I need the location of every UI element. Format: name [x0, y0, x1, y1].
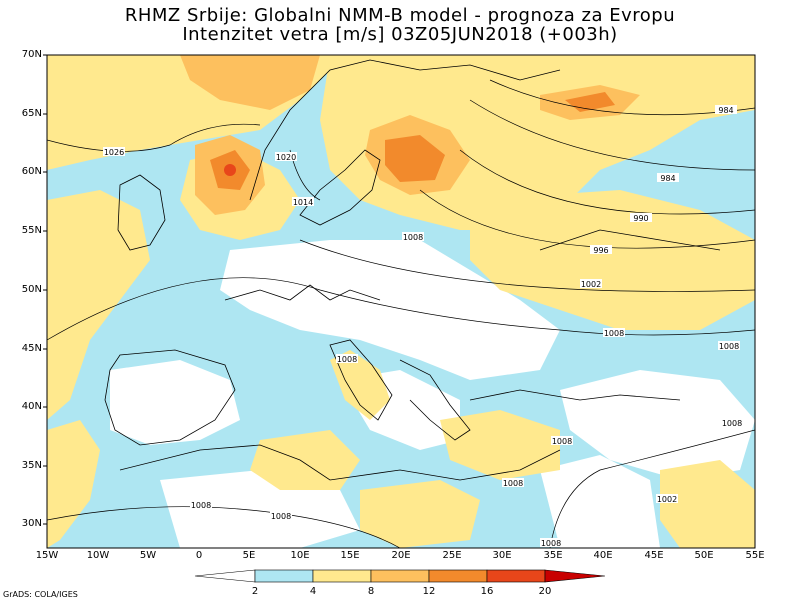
lat-label: 40N: [21, 401, 42, 412]
isobar-label: 1020: [276, 153, 296, 162]
wind-max-norway: [224, 164, 236, 176]
colorbar-segment: [486, 569, 546, 583]
isobar-label: 1008: [403, 233, 423, 242]
isobar-label: 1008: [503, 479, 523, 488]
lat-label: 65N: [21, 108, 42, 119]
wind-area-arabia: [660, 460, 755, 548]
lon-label: 25E: [442, 550, 462, 561]
lon-label: 20E: [391, 550, 411, 561]
lon-label: 10E: [290, 550, 310, 561]
isobar-label: 1014: [293, 198, 313, 207]
isobar-label: 1002: [581, 280, 601, 289]
colorbar-segment: [428, 569, 488, 583]
wind-area-atlantic-north: [180, 55, 320, 110]
coastlines: [104, 59, 721, 481]
lon-label: 5E: [242, 550, 256, 561]
wind-area-aegean: [440, 410, 560, 480]
isobar-label: 1008: [719, 342, 739, 351]
lat-label: 50N: [21, 284, 42, 295]
calm-area-central-europe: [220, 240, 560, 380]
lon-label: 45E: [644, 550, 664, 561]
credit-text: GrADS: COLA/IGES: [3, 590, 78, 599]
isobar-label: 1008: [191, 501, 211, 510]
lat-label: 35N: [21, 460, 42, 471]
calm-area-iberia: [110, 360, 240, 445]
axis-ticks: [43, 54, 47, 525]
lon-label: 15E: [340, 550, 360, 561]
lat-label: 55N: [21, 225, 42, 236]
lon-label: 15W: [35, 550, 59, 561]
lat-label: 45N: [21, 343, 42, 354]
wind-area-atlantic-sw: [47, 420, 100, 548]
isobar-label: 984: [660, 174, 675, 183]
isobar-label: 990: [633, 214, 648, 223]
wind-area-russia-south: [470, 190, 755, 330]
colorbar-tick-label: 8: [367, 586, 375, 597]
colorbar-tick-label: 12: [422, 586, 436, 597]
lon-label: 5W: [139, 550, 157, 561]
colorbar-tick-label: 20: [538, 586, 552, 597]
wind-field: 1026 1020 1014 1008 996 990 984 984 1002…: [47, 55, 755, 548]
lon-label: 40E: [593, 550, 613, 561]
lon-label: 30E: [492, 550, 512, 561]
lon-label: 35E: [543, 550, 563, 561]
isobars: [47, 79, 755, 548]
lon-label: 10W: [86, 550, 110, 561]
wind-area-atlantic-west: [47, 190, 150, 420]
colorbar-segment: [254, 569, 314, 583]
wind-area-sahara: [250, 430, 360, 490]
wind-core-baltic: [385, 135, 445, 182]
isobar-label: 996: [593, 246, 608, 255]
lat-label: 30N: [21, 518, 42, 529]
lon-label: 55E: [745, 550, 765, 561]
lon-label: 0: [195, 550, 203, 561]
isobar-label: 1002: [657, 495, 677, 504]
wind-area-sahara-east: [360, 480, 480, 548]
isobar-label: 984: [718, 106, 733, 115]
colorbar-segment: [312, 569, 372, 583]
calm-area-east: [560, 370, 755, 480]
colorbar-tick-label: 16: [480, 586, 494, 597]
colorbar-segment: [544, 569, 606, 583]
colorbar: [194, 569, 606, 583]
isobar-label: 1026: [104, 148, 124, 157]
colorbar-segment: [370, 569, 430, 583]
isobar-label: 1008: [271, 512, 291, 521]
calm-area-mideast: [540, 455, 660, 548]
isobar-label: 1008: [604, 329, 624, 338]
isobar-label: 1008: [722, 419, 742, 428]
map-subtitle: Intenzitet vetra [m/s] 03Z05JUN2018 (+00…: [182, 24, 618, 45]
colorbar-segment: [194, 569, 256, 583]
isobar-label: 1008: [337, 355, 357, 364]
wind-area-italy: [330, 350, 390, 420]
isobar-label-group: 1026 1020 1014 1008 996 990 984 984 1002…: [103, 105, 743, 548]
lat-label: 60N: [21, 166, 42, 177]
isobar-label: 1008: [552, 437, 572, 446]
map-frame: [46, 54, 756, 549]
lat-label: 70N: [21, 49, 42, 60]
map-title: RHMZ Srbije: Globalni NMM-B model - prog…: [124, 5, 676, 26]
lon-label: 50E: [694, 550, 714, 561]
colorbar-tick-label: 2: [251, 586, 259, 597]
isobar-label: 1008: [541, 539, 561, 548]
colorbar-tick-label: 4: [309, 586, 317, 597]
